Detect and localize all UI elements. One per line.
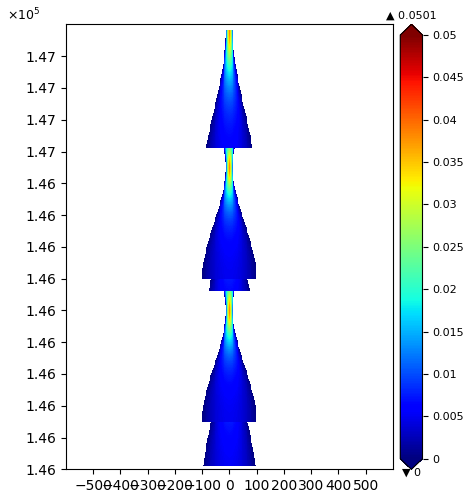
Text: ▼ 0: ▼ 0 [402, 467, 421, 477]
Text: $\times10^5$: $\times10^5$ [7, 6, 40, 23]
Title: ▲ 0.0501: ▲ 0.0501 [386, 11, 437, 21]
PathPatch shape [400, 24, 423, 35]
PathPatch shape [400, 458, 423, 469]
